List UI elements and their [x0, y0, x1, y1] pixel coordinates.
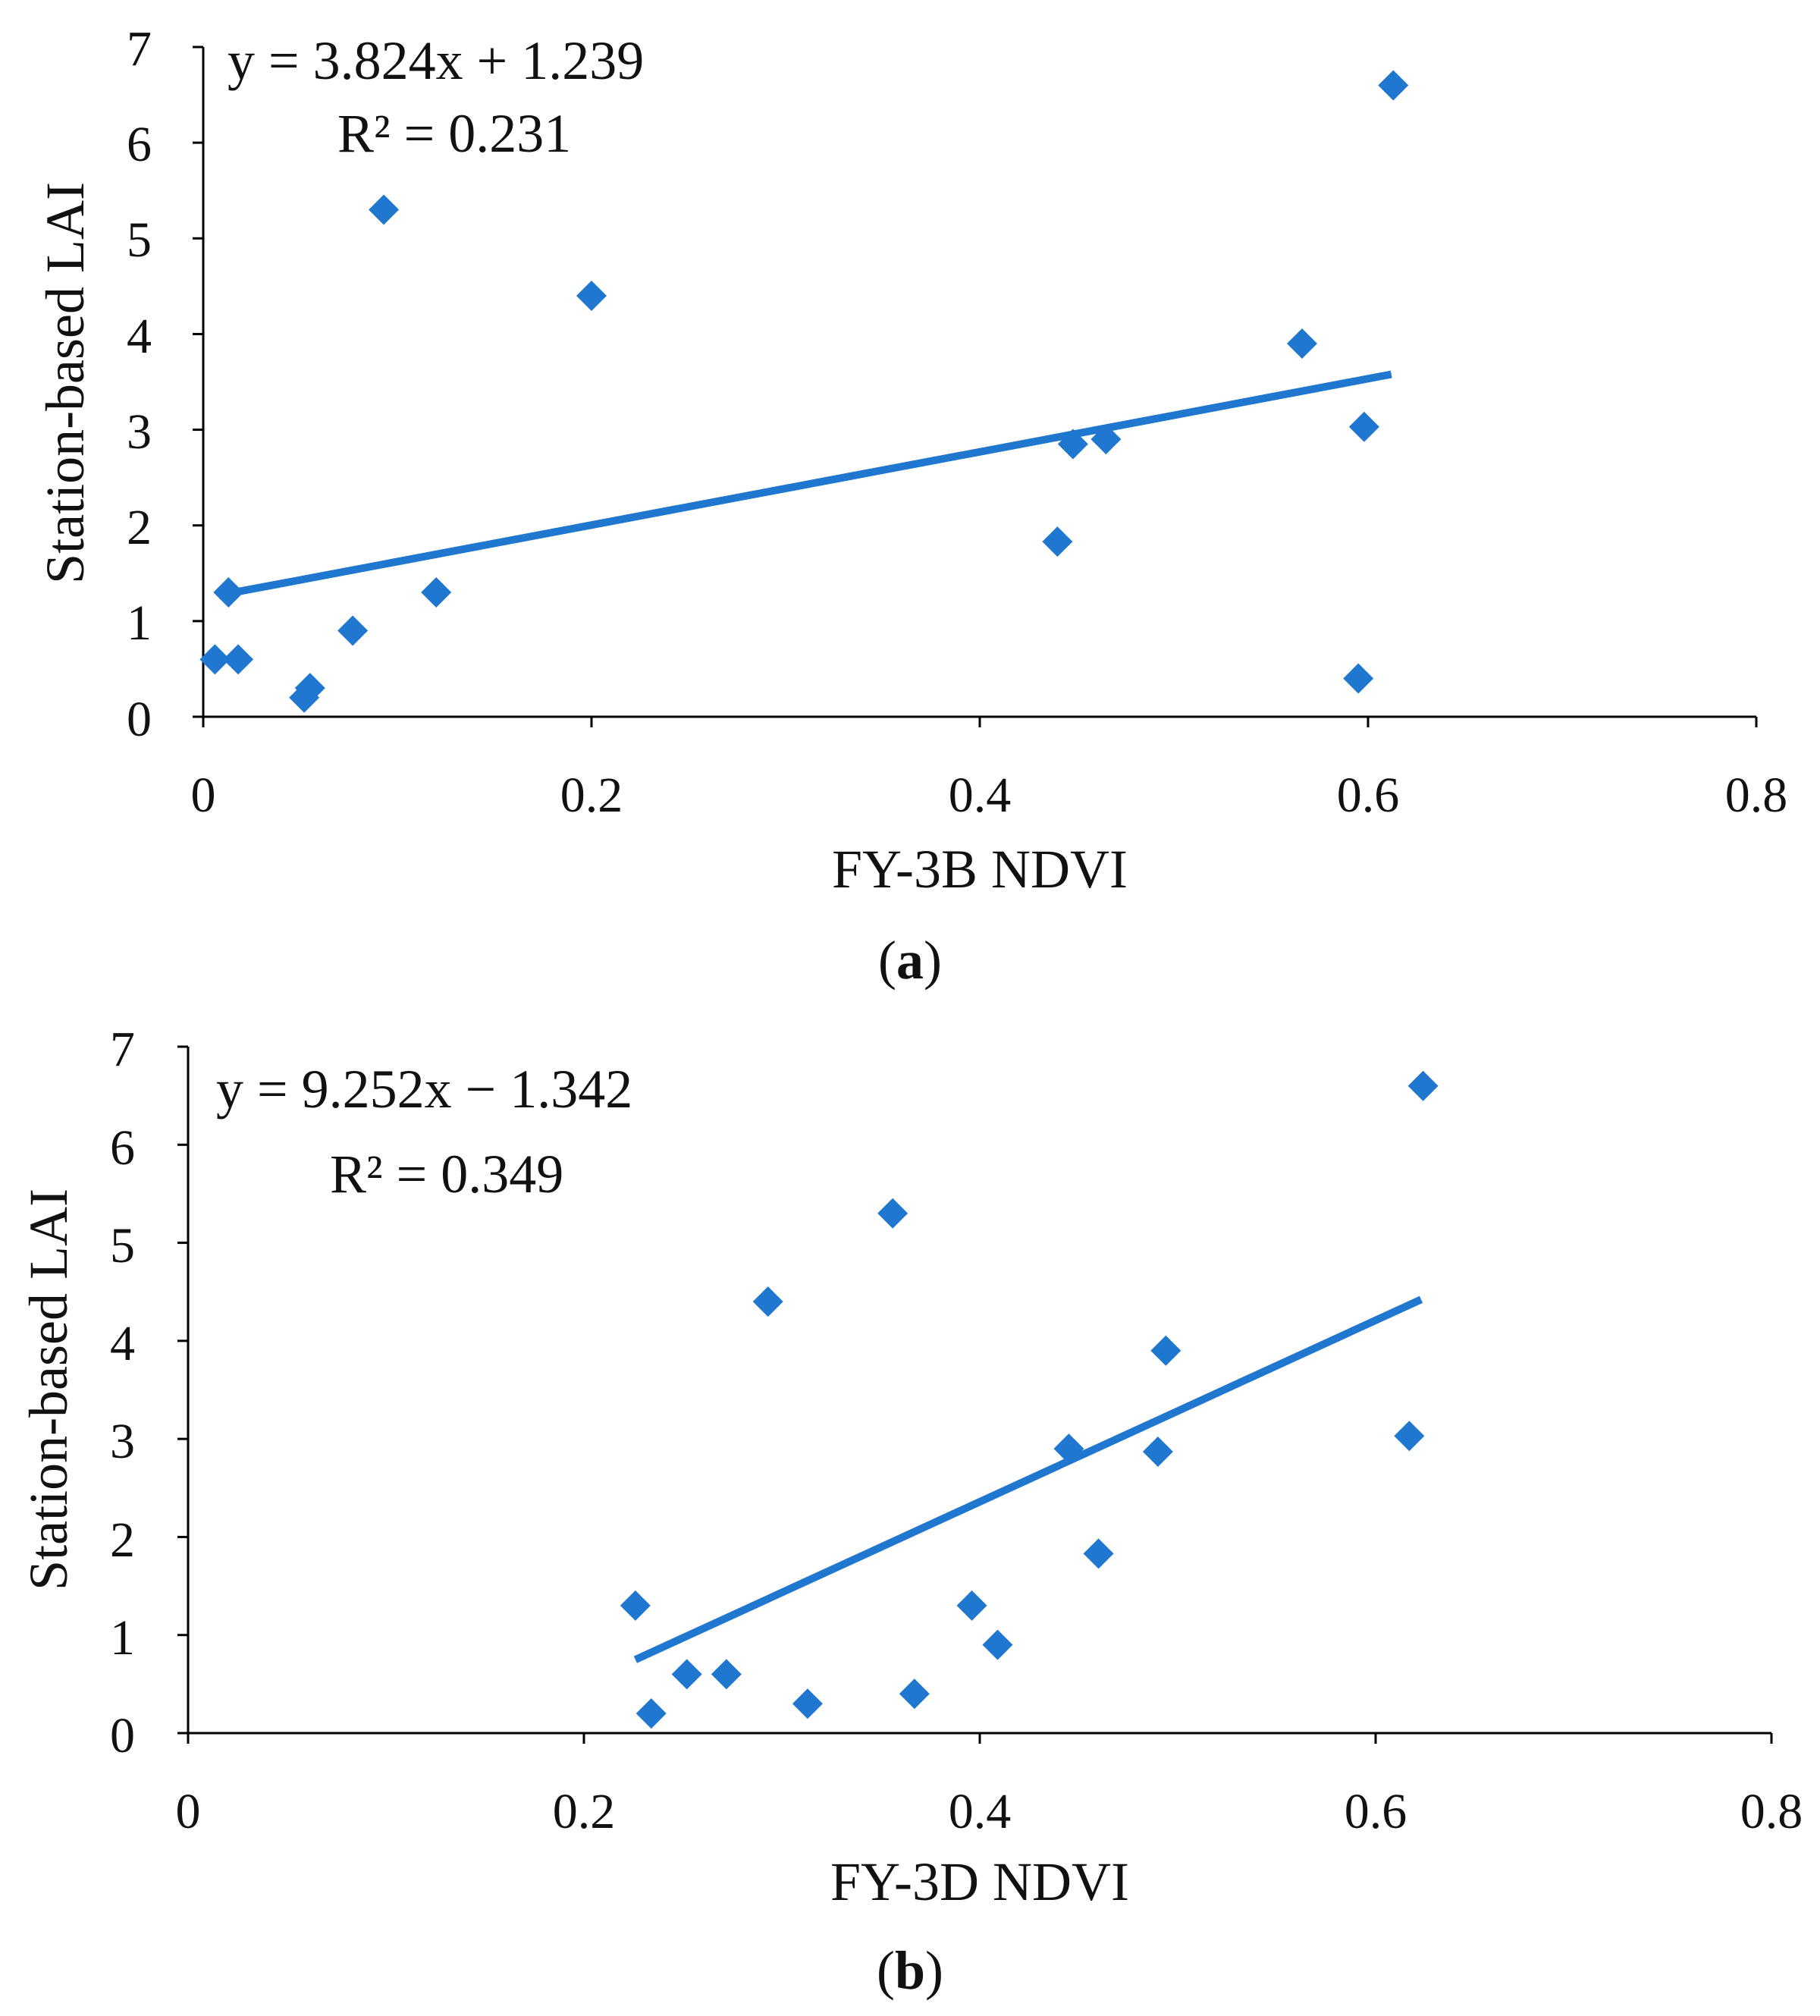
panel-caption-b: (b)	[877, 1940, 943, 2001]
data-point-a-5	[337, 615, 369, 646]
data-point-a-7	[421, 577, 452, 608]
x-tick-label-b-4: 0.8	[1740, 1784, 1803, 1839]
data-point-a-11	[1090, 424, 1122, 455]
y-tick-label-a-6: 6	[127, 117, 152, 172]
y-tick-label-a-1: 1	[127, 595, 152, 651]
ticks-b	[177, 1045, 1773, 1744]
x-tick-label-a-3: 0.6	[1337, 768, 1400, 823]
data-point-b-13	[1150, 1335, 1181, 1366]
caption-close-b: )	[925, 1940, 943, 2001]
y-tick-label-b-7: 7	[110, 1022, 135, 1077]
data-point-b-8	[956, 1590, 987, 1621]
data-point-a-14	[1348, 411, 1379, 442]
data-point-a-10	[1057, 429, 1088, 460]
y-tick-label-a-0: 0	[127, 692, 152, 747]
x-tick-labels-a: 0 0.2 0.4 0.6 0.8	[191, 768, 1788, 823]
data-point-b-2	[671, 1659, 702, 1690]
y-tick-label-a-5: 5	[127, 212, 152, 268]
y-tick-label-b-4: 4	[110, 1316, 135, 1371]
trendline-a	[218, 370, 1392, 599]
caption-open-a: (	[878, 930, 896, 991]
y-tick-label-b-2: 2	[110, 1512, 135, 1568]
y-tick-label-b-1: 1	[110, 1610, 135, 1666]
y-tick-label-b-5: 5	[110, 1218, 135, 1273]
data-point-b-0	[620, 1590, 651, 1621]
data-point-a-15	[1378, 70, 1409, 101]
y-tick-label-b-6: 6	[110, 1120, 135, 1176]
x-tick-label-a-0: 0	[191, 768, 216, 823]
y-tick-label-a-2: 2	[127, 500, 152, 555]
y-axis-title-a: Station-based LAI	[35, 182, 96, 584]
y-tick-label-a-7: 7	[127, 21, 152, 77]
caption-letter-b: b	[895, 1940, 925, 2001]
y-tick-labels-b: 0 1 2 3 4 5 6 7	[110, 1022, 135, 1763]
y-tick-labels-a: 0 1 2 3 4 5 6 7	[127, 21, 152, 747]
x-tick-label-b-0: 0	[176, 1784, 201, 1839]
x-tick-label-a-4: 0.8	[1725, 768, 1788, 823]
data-point-a-2	[223, 644, 254, 675]
y-tick-label-a-3: 3	[127, 404, 152, 460]
ticks-a	[193, 46, 1758, 727]
chart-panel-b: 0 1 2 3 4 5 6 7 0 0.2 0.4 0.6 0.8 FY-3D …	[18, 1022, 1803, 2001]
caption-close-a: )	[924, 930, 942, 991]
data-point-b-4	[752, 1286, 783, 1317]
data-point-a-8	[576, 280, 607, 311]
data-point-a-12	[1286, 328, 1317, 360]
regression-equation-b: y = 9.252x − 1.342	[216, 1059, 632, 1119]
caption-letter-a: a	[896, 930, 924, 991]
x-tick-label-b-1: 0.2	[553, 1784, 616, 1839]
y-tick-label-b-3: 3	[110, 1414, 135, 1469]
data-point-b-3	[711, 1659, 742, 1690]
x-axis-title-a: FY-3B NDVI	[832, 839, 1128, 900]
data-point-b-6	[877, 1198, 908, 1229]
data-point-b-10	[1053, 1433, 1084, 1465]
data-point-b-11	[1083, 1538, 1114, 1569]
chart-panel-a: 0 1 2 3 4 5 6 7 0 0.2 0.4 0.6 0.8 FY-3B …	[35, 21, 1787, 991]
x-tick-label-b-3: 0.6	[1345, 1784, 1407, 1839]
data-point-a-9	[1042, 526, 1073, 557]
x-tick-label-a-1: 0.2	[560, 768, 623, 823]
x-axis-title-b: FY-3D NDVI	[830, 1851, 1129, 1912]
x-tick-labels-b: 0 0.2 0.4 0.6 0.8	[176, 1784, 1803, 1839]
data-point-a-1	[213, 577, 244, 608]
data-point-b-5	[792, 1688, 823, 1719]
data-point-b-9	[982, 1629, 1013, 1660]
trendline-b	[633, 1295, 1423, 1663]
x-tick-label-a-2: 0.4	[949, 768, 1012, 823]
data-point-b-14	[1394, 1421, 1425, 1452]
data-point-b-1	[635, 1698, 667, 1729]
y-tick-label-b-0: 0	[110, 1708, 135, 1763]
plot-marks-a	[199, 70, 1409, 713]
regression-equation-a: y = 3.824x + 1.239	[228, 30, 644, 91]
data-point-a-13	[1343, 663, 1374, 694]
data-point-a-4	[294, 673, 325, 704]
y-tick-label-a-4: 4	[127, 309, 152, 364]
y-axis-title-b: Station-based LAI	[18, 1189, 79, 1591]
panel-caption-a: (a)	[878, 930, 942, 991]
caption-open-b: (	[877, 1940, 895, 2001]
data-point-a-0	[199, 644, 231, 675]
data-point-b-15	[1407, 1070, 1439, 1101]
plot-marks-b	[620, 1070, 1439, 1729]
data-point-b-12	[1142, 1436, 1173, 1467]
r-squared-b: R² = 0.349	[330, 1144, 563, 1204]
data-point-b-7	[899, 1678, 930, 1710]
data-point-a-6	[369, 194, 400, 225]
x-tick-label-b-2: 0.4	[949, 1784, 1012, 1839]
r-squared-a: R² = 0.231	[337, 103, 571, 164]
